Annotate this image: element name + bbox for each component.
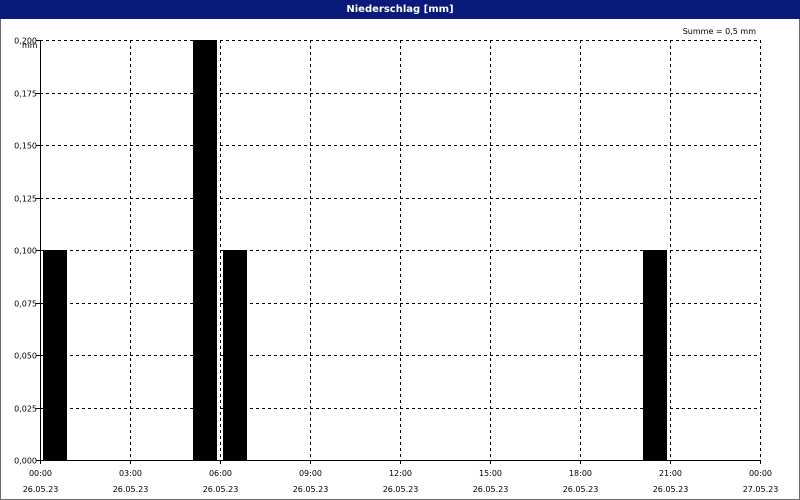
y-tick-label: 0,125 <box>14 195 37 204</box>
x-tick-date-label: 26.05.23 <box>653 485 689 494</box>
x-tick-date-label: 26.05.23 <box>23 485 59 494</box>
x-tick-date-label: 27.05.23 <box>743 485 779 494</box>
grid-layer <box>40 40 761 460</box>
y-tick-label: 0,175 <box>14 90 37 99</box>
y-tick-label: 0,000 <box>14 457 37 466</box>
x-tick-time-label: 18:00 <box>569 469 592 478</box>
precipitation-bar <box>643 250 667 460</box>
chart-title: Niederschlag [mm] <box>0 0 800 19</box>
y-tick-label: 0,025 <box>14 405 37 414</box>
precipitation-bar <box>193 40 217 460</box>
x-tick-time-label: 00:00 <box>749 469 772 478</box>
x-tick-time-label: 03:00 <box>119 469 142 478</box>
x-tick-time-label: 15:00 <box>479 469 502 478</box>
x-tick-date-label: 26.05.23 <box>203 485 239 494</box>
y-tick-label: 0,050 <box>14 352 37 361</box>
x-tick-date-label: 26.05.23 <box>293 485 329 494</box>
y-tick-label: 0,200 <box>14 37 37 46</box>
labels-layer: 0,000 0,025 0,050 0,075 0,100 0,125 0,150 0,175… <box>14 37 778 495</box>
y-tick-label: 0,100 <box>14 247 37 256</box>
x-tick-time-label: 21:00 <box>659 469 682 478</box>
precipitation-bar <box>43 250 67 460</box>
x-tick-date-label: 26.05.23 <box>473 485 509 494</box>
precipitation-bar <box>223 250 247 460</box>
x-tick-time-label: 06:00 <box>209 469 232 478</box>
y-tick-label: 0,075 <box>14 300 37 309</box>
bars-layer <box>43 40 667 460</box>
x-tick-date-label: 26.05.23 <box>563 485 599 494</box>
x-tick-date-label: 26.05.23 <box>113 485 149 494</box>
sum-label: Summe = 0,5 mm <box>683 27 757 36</box>
y-tick-label: 0,150 <box>14 142 37 151</box>
y-axis-unit-label: mm <box>22 41 38 50</box>
x-tick-time-label: 12:00 <box>389 469 412 478</box>
x-tick-time-label: 09:00 <box>299 469 322 478</box>
x-tick-date-label: 26.05.23 <box>383 485 419 494</box>
x-tick-time-label: 00:00 <box>29 469 52 478</box>
axis-layer <box>36 40 761 464</box>
